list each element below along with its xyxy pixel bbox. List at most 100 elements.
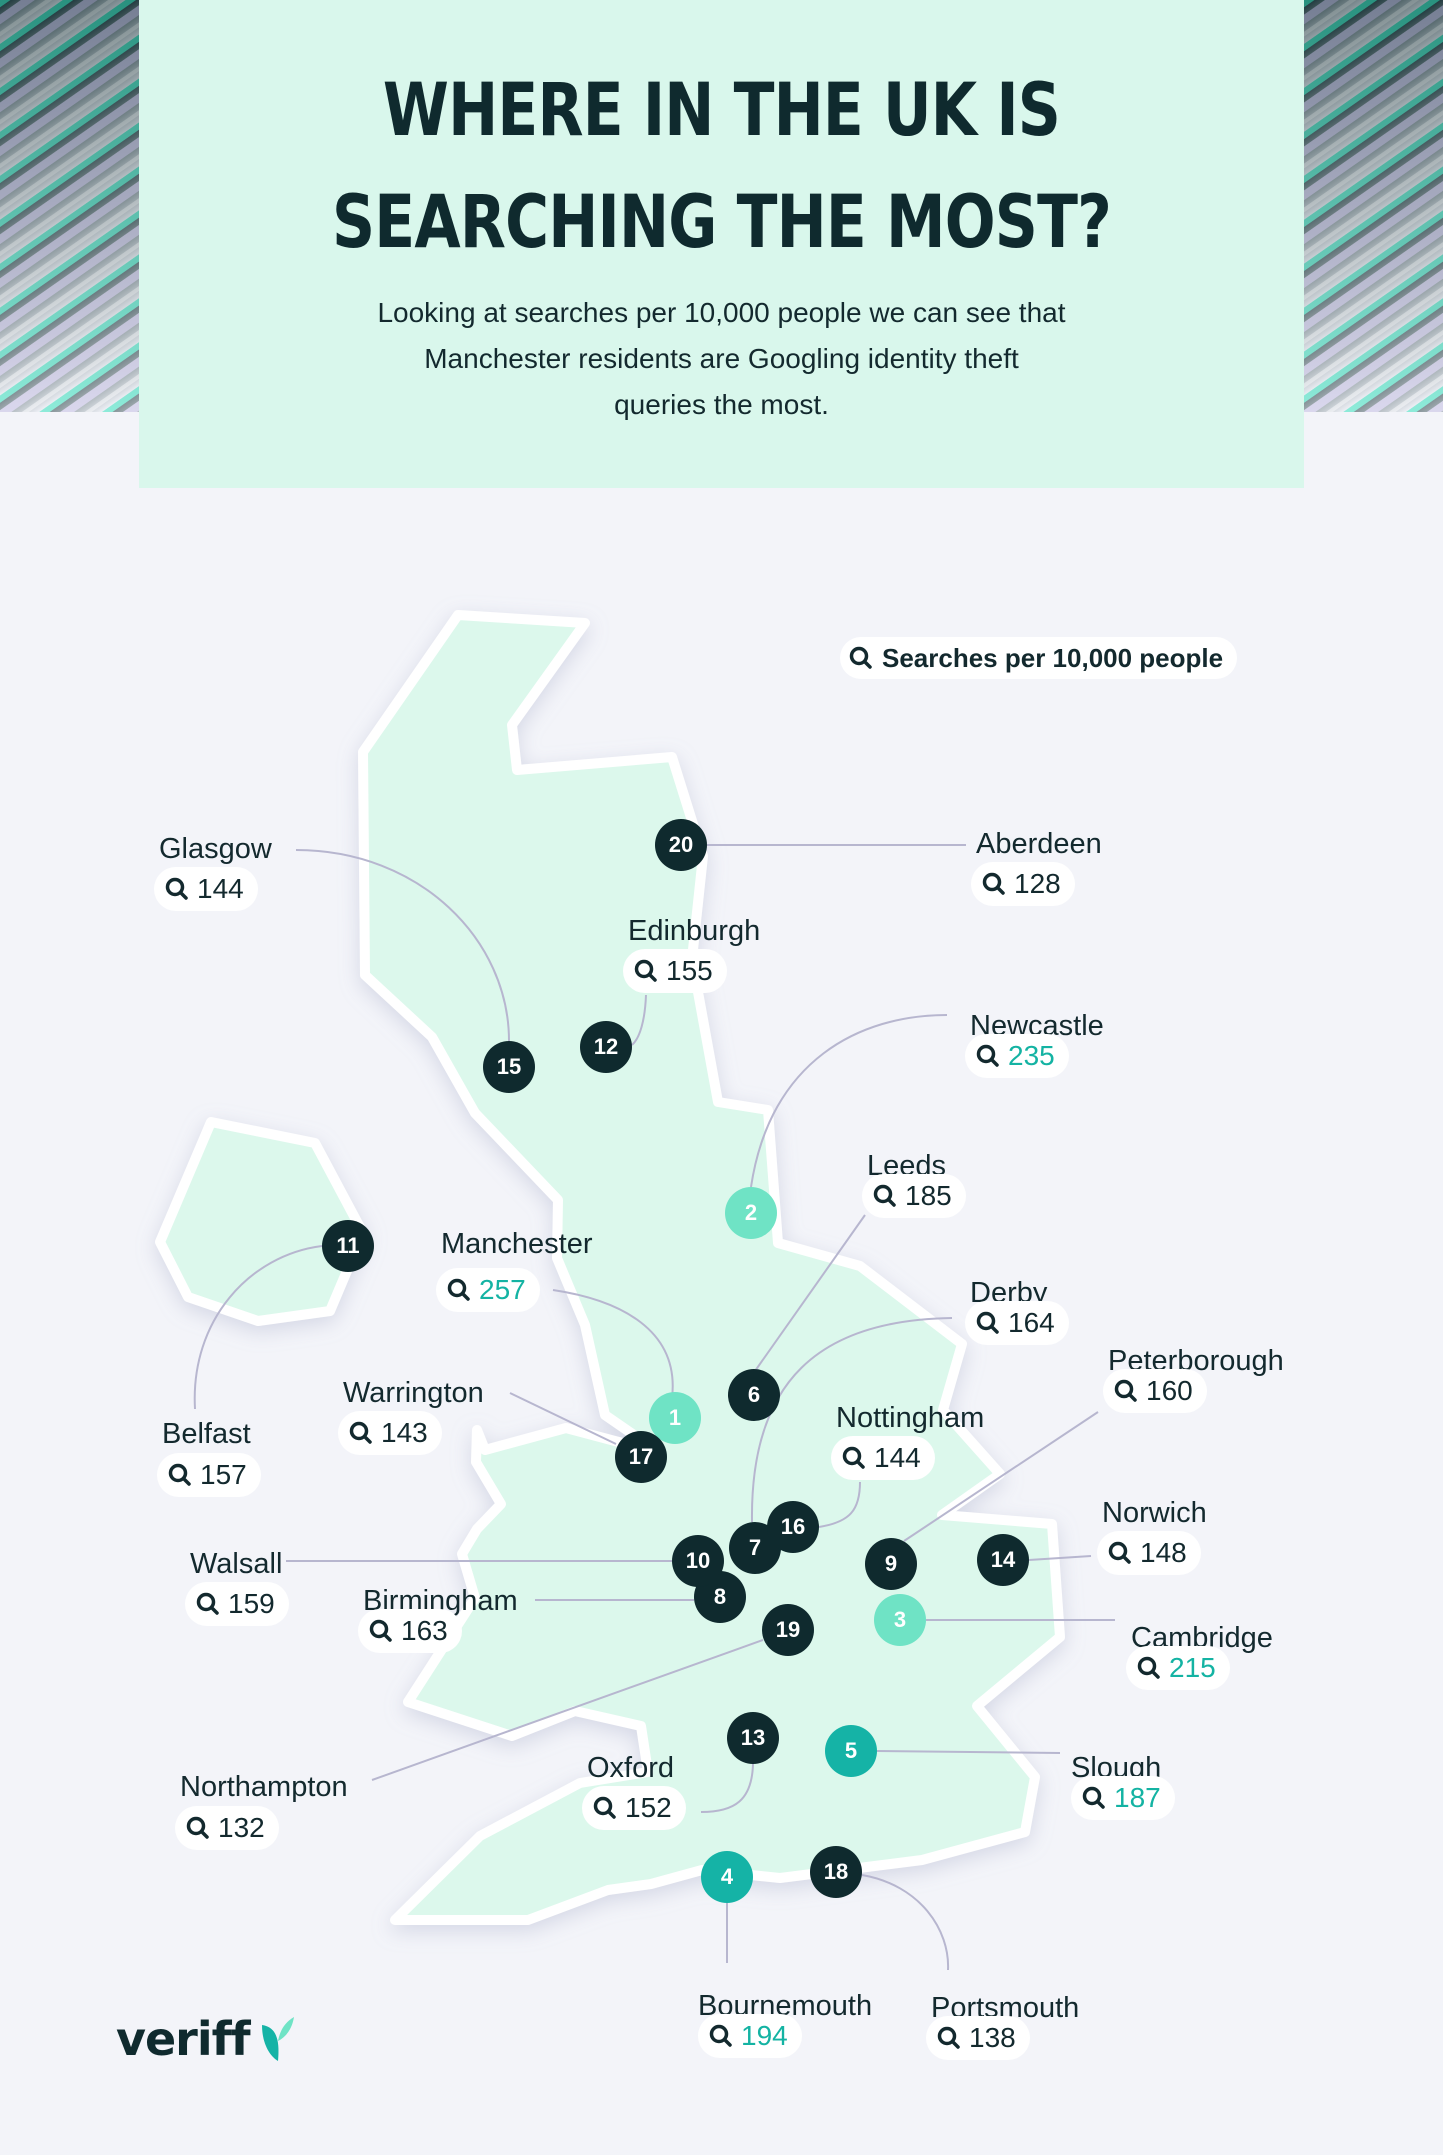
- leader-lines: [193, 844, 1115, 1971]
- search-count-value: 144: [197, 873, 244, 904]
- landmass: [155, 610, 1065, 1925]
- rank-marker-leeds: 6: [728, 1369, 780, 1421]
- city-name-walsall: Walsall: [190, 1548, 283, 1580]
- search-count-pill-northampton: 132: [175, 1806, 279, 1850]
- search-count-value: 132: [218, 1812, 265, 1843]
- rank-marker-aberdeen: 20: [655, 819, 707, 871]
- rank-marker-oxford: 13: [727, 1712, 779, 1764]
- city-name-belfast: Belfast: [162, 1418, 251, 1450]
- leaf-icon: [261, 2017, 294, 2061]
- logo-wordmark: veriff: [116, 2012, 251, 2066]
- city-name-norwich: Norwich: [1102, 1497, 1207, 1529]
- search-count-pill-glasgow: 144: [154, 867, 258, 911]
- search-count-pill-manchester: 257: [436, 1268, 540, 1312]
- search-icon: [186, 1816, 209, 1839]
- header-panel: WHERE IN THE UK IS SEARCHING THE MOST? L…: [139, 0, 1304, 488]
- rank-marker-walsall: 10: [672, 1535, 724, 1587]
- search-icon: [1108, 1541, 1131, 1564]
- search-count-pill-aberdeen: 128: [971, 862, 1075, 906]
- search-icon: [849, 646, 872, 669]
- search-count-pill-cambridge: 215: [1126, 1646, 1230, 1690]
- search-icon: [593, 1796, 616, 1819]
- search-count-value: 159: [228, 1588, 275, 1619]
- rank-marker-portsmouth: 18: [810, 1846, 862, 1898]
- search-count-pill-walsall: 159: [185, 1582, 289, 1626]
- search-count-value: 185: [905, 1180, 952, 1211]
- search-count-value: 163: [401, 1615, 448, 1646]
- search-count-pill-newcastle: 235: [965, 1034, 1069, 1078]
- rank-marker-cambridge: 3: [874, 1594, 926, 1646]
- search-count-value: 160: [1146, 1375, 1193, 1406]
- leader-line-peterborough: [903, 1411, 1099, 1542]
- search-icon: [976, 1044, 999, 1067]
- search-icon: [369, 1619, 392, 1642]
- search-count-value: 144: [874, 1442, 921, 1473]
- rank-marker-edinburgh: 12: [580, 1021, 632, 1073]
- rank-marker-warrington: 17: [615, 1431, 667, 1483]
- search-count-pill-birmingham: 163: [358, 1609, 462, 1653]
- leader-line-glasgow: [295, 849, 510, 1042]
- search-count-value: 148: [1140, 1537, 1187, 1568]
- search-icon: [634, 959, 657, 982]
- rank-marker-glasgow: 15: [483, 1041, 535, 1093]
- search-count-value: 155: [666, 955, 713, 986]
- search-icon: [1082, 1786, 1105, 1809]
- search-icon: [709, 2024, 732, 2047]
- search-count-pill-portsmouth: 138: [926, 2016, 1030, 2060]
- search-count-value: 157: [200, 1459, 247, 1490]
- search-count-pill-slough: 187: [1071, 1776, 1175, 1820]
- search-icon: [165, 877, 188, 900]
- search-count-pill-norwich: 148: [1097, 1531, 1201, 1575]
- search-icon: [976, 1311, 999, 1334]
- search-icon: [982, 872, 1005, 895]
- search-icon: [196, 1592, 219, 1615]
- search-icon: [1137, 1656, 1160, 1679]
- leader-line-edinburgh: [631, 994, 647, 1046]
- city-name-glasgow: Glasgow: [159, 833, 272, 865]
- decorative-stripes-left: [0, 0, 139, 412]
- leader-line-derby: [750, 1317, 953, 1523]
- search-count-pill-bournemouth: 194: [698, 2014, 802, 2058]
- leader-line-norwich: [1028, 1555, 1092, 1561]
- leader-line-newcastle: [750, 1014, 948, 1188]
- rank-marker-manchester: 1: [649, 1392, 701, 1444]
- legend: Searches per 10,000 people: [840, 637, 1238, 679]
- city-name-edinburgh: Edinburgh: [628, 915, 761, 947]
- city-name-warrington: Warrington: [343, 1377, 484, 1409]
- search-count-value: 164: [1008, 1307, 1055, 1338]
- search-icon: [1114, 1379, 1137, 1402]
- rank-marker-slough: 5: [825, 1725, 877, 1777]
- search-count-value: 143: [381, 1417, 428, 1448]
- rank-marker-northampton: 19: [762, 1604, 814, 1656]
- leader-line-warrington: [509, 1392, 617, 1445]
- city-name-aberdeen: Aberdeen: [976, 828, 1102, 860]
- rank-marker-belfast: 11: [322, 1220, 374, 1272]
- search-count-value: 194: [741, 2020, 788, 2051]
- city-name-oxford: Oxford: [587, 1752, 675, 1784]
- search-icon: [937, 2026, 960, 2049]
- city-name-nottingham: Nottingham: [836, 1402, 985, 1434]
- search-count-pill-edinburgh: 155: [623, 949, 727, 993]
- search-icon: [873, 1184, 896, 1207]
- search-icon: [168, 1463, 191, 1486]
- page-title: WHERE IN THE UK IS SEARCHING THE MOST?: [332, 68, 1112, 265]
- leader-line-nottingham: [818, 1481, 861, 1528]
- leader-line-portsmouth: [861, 1874, 950, 1971]
- search-icon: [349, 1421, 372, 1444]
- rank-marker-peterborough: 9: [865, 1538, 917, 1590]
- search-count-value: 152: [625, 1792, 672, 1823]
- search-count-value: 215: [1169, 1652, 1216, 1683]
- search-count-value: 128: [1014, 868, 1061, 899]
- city-name-manchester: Manchester: [441, 1228, 593, 1260]
- rank-marker-bournemouth: 4: [701, 1851, 753, 1903]
- search-count-pill-leeds: 185: [862, 1174, 966, 1218]
- search-count-value: 257: [479, 1274, 526, 1305]
- search-count-value: 187: [1114, 1782, 1161, 1813]
- search-count-value: 138: [969, 2022, 1016, 2053]
- page-subtitle: Looking at searches per 10,000 people we…: [377, 297, 1066, 420]
- leader-line-oxford: [700, 1763, 754, 1813]
- leader-line-northampton: [371, 1639, 764, 1781]
- leader-line-slough: [876, 1750, 1061, 1754]
- search-icon: [842, 1446, 865, 1469]
